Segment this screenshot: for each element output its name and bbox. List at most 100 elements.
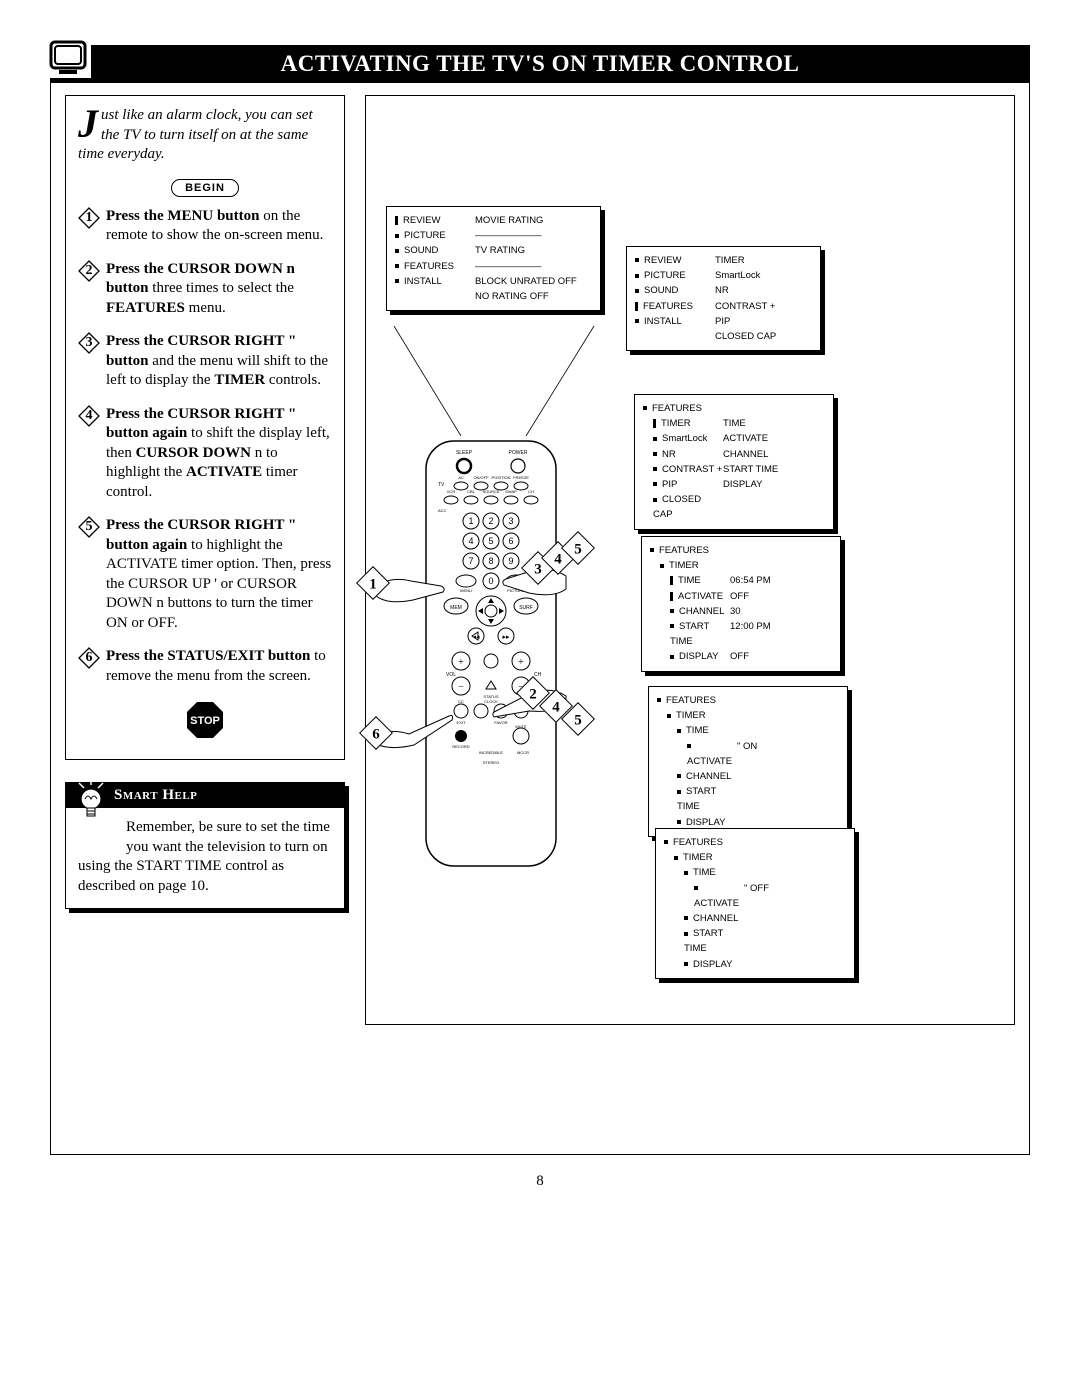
svg-text:SOURCE: SOURCE: [482, 489, 499, 494]
menu-row: PICTURE ———————: [395, 228, 592, 243]
step-6: 6 Press the STATUS/EXIT button to remove…: [78, 647, 332, 686]
instructions-box: Just like an alarm clock, you can set th…: [65, 95, 345, 760]
svg-text:0: 0: [488, 576, 493, 586]
menu-panel-2: REVIEW TIMER PICTURE SmartLock SOUND NR …: [626, 246, 821, 351]
svg-text:3: 3: [508, 516, 513, 526]
step-4: 4 Press the CURSOR RIGHT " button again …: [78, 405, 332, 503]
menu-row: ACTIVATE OFF: [650, 589, 832, 604]
stop-text: STOP: [190, 715, 220, 727]
menu-row: PIP DISPLAY: [643, 477, 825, 492]
svg-text:INCREDIBLE: INCREDIBLE: [479, 750, 503, 755]
svg-text:1: 1: [468, 516, 473, 526]
svg-text:9: 9: [508, 556, 513, 566]
stop-badge: STOP: [185, 700, 225, 747]
menu-row: SmartLock ACTIVATE: [643, 431, 825, 446]
menu-row: ACTIVATE " OFF: [664, 881, 846, 911]
menu-row: FEATURES: [650, 543, 832, 558]
menu-row: CHANNEL: [657, 769, 839, 784]
menu-row: REVIEW MOVIE RATING: [395, 213, 592, 228]
svg-text:+: +: [518, 657, 524, 668]
menu-row: CLOSED CAP: [635, 329, 812, 344]
svg-text:◂◂: ◂◂: [472, 633, 480, 641]
svg-text:CLOCK: CLOCK: [484, 699, 498, 704]
svg-text:VOL: VOL: [446, 672, 456, 678]
svg-text:TV: TV: [438, 482, 445, 488]
page-number: 8: [50, 1173, 1030, 1190]
content-columns: Just like an alarm clock, you can set th…: [51, 83, 1029, 1025]
menu-row: SOUND NR: [635, 283, 812, 298]
step-3: 3 Press the CURSOR RIGHT " button and th…: [78, 332, 332, 391]
menu-panel-6: FEATURES TIMER TIME ACTIVATE " OFF CHANN…: [655, 828, 855, 979]
menu-row: INSTALL BLOCK UNRATED OFF: [395, 274, 592, 289]
menu-row: TIME: [657, 723, 839, 738]
step-text: Press the MENU button on the remote to s…: [106, 208, 323, 244]
svg-text:MCCR: MCCR: [517, 750, 529, 755]
callout-5a: 5: [561, 531, 595, 565]
menu-row: NO RATING OFF: [395, 289, 592, 304]
step-text: Press the CURSOR RIGHT " button again to…: [106, 406, 330, 500]
menu-panel-5: FEATURES TIMER TIME ACTIVATE " ON CHANNE…: [648, 686, 848, 837]
menu-row: START TIME: [664, 926, 846, 956]
step-text: Press the STATUS/EXIT button to remove t…: [106, 648, 326, 684]
menu-panel-3: FEATURES TIMER TIME SmartLock ACTIVATE N…: [634, 394, 834, 530]
menu-row: TIME: [664, 865, 846, 880]
menu-row: FEATURES: [657, 693, 839, 708]
menu-row: CONTRAST + START TIME: [643, 462, 825, 477]
menu-row: NR CHANNEL: [643, 447, 825, 462]
callout-6: 6: [359, 716, 393, 750]
svg-text:7: 7: [468, 556, 473, 566]
svg-text:VCR: VCR: [447, 489, 456, 494]
svg-text:AC: AC: [458, 475, 464, 480]
svg-text:SLEEP: SLEEP: [456, 450, 473, 456]
svg-text:SURF: SURF: [519, 605, 533, 611]
menu-row: FEATURES CONTRAST +: [635, 299, 812, 314]
callout-1: 1: [356, 566, 390, 600]
menu-row: ACTIVATE " ON: [657, 739, 839, 769]
step-2: 2 Press the CURSOR DOWN n button three t…: [78, 260, 332, 319]
menu-row: DISPLAY: [664, 957, 846, 972]
svg-text:FAVOR: FAVOR: [494, 720, 507, 725]
step-text: Press the CURSOR RIGHT " button and the …: [106, 333, 328, 388]
menu-row: DISPLAY OFF: [650, 649, 832, 664]
intro-text: Just like an alarm clock, you can set th…: [78, 106, 332, 165]
svg-text:2: 2: [488, 516, 493, 526]
menu-row: PICTURE SmartLock: [635, 268, 812, 283]
svg-text:5: 5: [488, 536, 493, 546]
svg-text:CC: CC: [458, 699, 464, 704]
page: ACTIVATING THE TV'S ON TIMER CONTROL Jus…: [0, 0, 1080, 1220]
menu-row: START TIME: [657, 784, 839, 814]
svg-text:CH: CH: [534, 672, 542, 678]
step-1: 1 Press the MENU button on the remote to…: [78, 207, 332, 246]
svg-text:6: 6: [508, 536, 513, 546]
tv-icon: [45, 32, 91, 78]
smart-help-box: Smart Help Remember, be sure to set the …: [65, 782, 345, 910]
menu-row: FEATURES: [664, 835, 846, 850]
page-title-bar: ACTIVATING THE TV'S ON TIMER CONTROL: [51, 45, 1029, 83]
svg-text:EXIT: EXIT: [457, 720, 466, 725]
menu-row: TIMER: [650, 558, 832, 573]
menu-row: CLOSED CAP: [643, 492, 825, 522]
smart-help-title: Smart Help: [114, 787, 197, 803]
step-diamond-icon: 6: [78, 647, 100, 669]
step-diamond-icon: 4: [78, 405, 100, 427]
menu-row: REVIEW TIMER: [635, 253, 812, 268]
step-diamond-icon: 2: [78, 260, 100, 282]
lightbulb-icon: [74, 779, 108, 821]
svg-text:MUTE: MUTE: [515, 724, 527, 729]
svg-text:MENU: MENU: [460, 588, 472, 593]
svg-text:POWER: POWER: [509, 450, 528, 456]
page-title: ACTIVATING THE TV'S ON TIMER CONTROL: [281, 51, 800, 76]
svg-text:▸▸: ▸▸: [502, 633, 510, 641]
step-diamond-icon: 3: [78, 332, 100, 354]
menu-row: INSTALL PIP: [635, 314, 812, 329]
svg-text:ACC: ACC: [438, 508, 447, 513]
menu-row: TIMER TIME: [643, 416, 825, 431]
menu-row: TIMER: [664, 850, 846, 865]
svg-text:CH: CH: [528, 489, 534, 494]
svg-text:RECORD: RECORD: [452, 744, 469, 749]
svg-text:STEREO: STEREO: [483, 760, 499, 765]
svg-text:SWAP: SWAP: [505, 489, 517, 494]
begin-pill: BEGIN: [171, 179, 239, 197]
svg-text:CBL: CBL: [467, 489, 476, 494]
menu-row: FEATURES ———————: [395, 259, 592, 274]
